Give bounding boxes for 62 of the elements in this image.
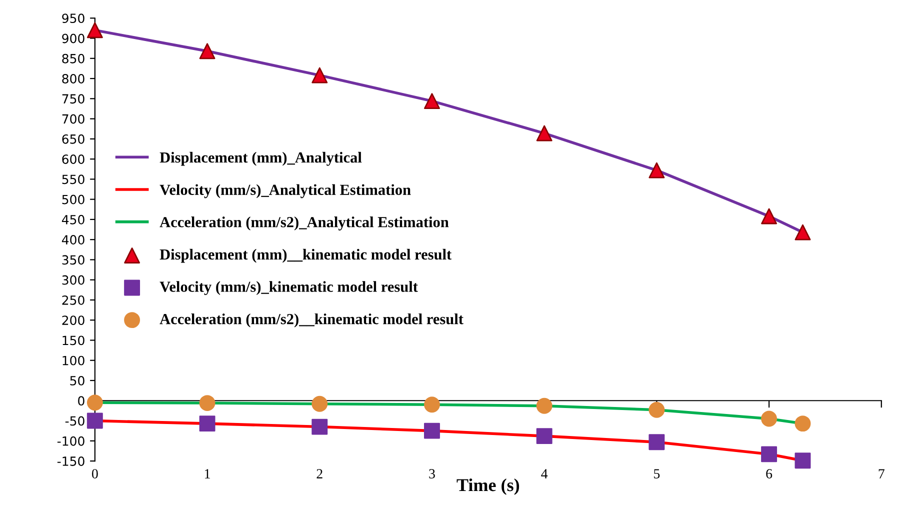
- point: [86, 394, 103, 411]
- legend-label: Acceleration (mm/s2)__kinematic model result: [160, 313, 464, 328]
- point: [312, 67, 328, 84]
- y-tick-label: 250: [62, 295, 84, 305]
- y-tick-label: 550: [62, 174, 84, 184]
- point: [199, 43, 216, 60]
- point: [648, 434, 665, 450]
- y-tick-label: 0: [78, 396, 84, 406]
- point: [761, 446, 778, 462]
- point: [424, 422, 440, 439]
- x-axis-title: Time (s): [456, 478, 520, 495]
- legend-label: Displacement (mm)__kinematic model result: [160, 248, 452, 263]
- point: [648, 162, 665, 178]
- x-tick-label: 4: [541, 469, 548, 478]
- y-tick-label: 150: [62, 336, 84, 346]
- legend-label: Velocity (mm/s)_kinematic model result: [160, 281, 418, 296]
- y-tick-label: 900: [62, 34, 84, 44]
- y-tick-label: 200: [62, 316, 84, 326]
- y-tick-label: 350: [62, 255, 84, 265]
- y-tick-label: 750: [62, 94, 84, 104]
- point: [424, 93, 440, 110]
- legend-label: Displacement (mm)_Analytical: [160, 152, 362, 166]
- x-tick-label: 3: [429, 469, 435, 478]
- point: [86, 412, 103, 429]
- point: [199, 395, 216, 412]
- y-tick-label: -150: [57, 456, 84, 466]
- point: [761, 410, 778, 427]
- y-tick-label: 100: [62, 356, 84, 366]
- point: [312, 418, 328, 435]
- y-tick-label: -50: [65, 416, 84, 426]
- y-tick-label: 800: [62, 74, 84, 84]
- y-tick-label: 950: [62, 14, 84, 24]
- y-tick-label: 400: [62, 235, 84, 244]
- point: [761, 208, 778, 224]
- y-tick-label: 500: [62, 194, 84, 204]
- x-tick-label: 6: [766, 469, 772, 478]
- x-tick-label: 0: [92, 469, 98, 478]
- y-tick-label: -100: [57, 436, 84, 446]
- y-tick-label: 450: [62, 214, 84, 224]
- point: [312, 396, 328, 412]
- point: [536, 125, 552, 142]
- y-tick-label: 600: [62, 154, 84, 164]
- y-tick-label: 850: [62, 54, 84, 64]
- y-tick-label: 700: [62, 114, 84, 124]
- x-tick-label: 1: [205, 469, 210, 478]
- point: [199, 416, 216, 432]
- y-tick-label: 50: [70, 376, 84, 386]
- point: [794, 452, 811, 469]
- point: [794, 224, 811, 240]
- y-tick-label: 650: [62, 134, 84, 144]
- point: [648, 402, 665, 418]
- x-tick-label: 5: [654, 469, 660, 478]
- point: [794, 416, 811, 432]
- y-tick-label: 300: [62, 275, 84, 285]
- legend-label: Velocity (mm/s)_Analytical Estimation: [160, 184, 411, 198]
- point: [536, 428, 552, 444]
- point: [536, 398, 552, 414]
- point: [86, 22, 103, 38]
- x-tick-label: 7: [878, 469, 884, 478]
- legend-label: Acceleration (mm/s2)_Analytical Estimation: [160, 216, 449, 230]
- point: [424, 396, 440, 413]
- x-tick-label: 2: [316, 469, 322, 478]
